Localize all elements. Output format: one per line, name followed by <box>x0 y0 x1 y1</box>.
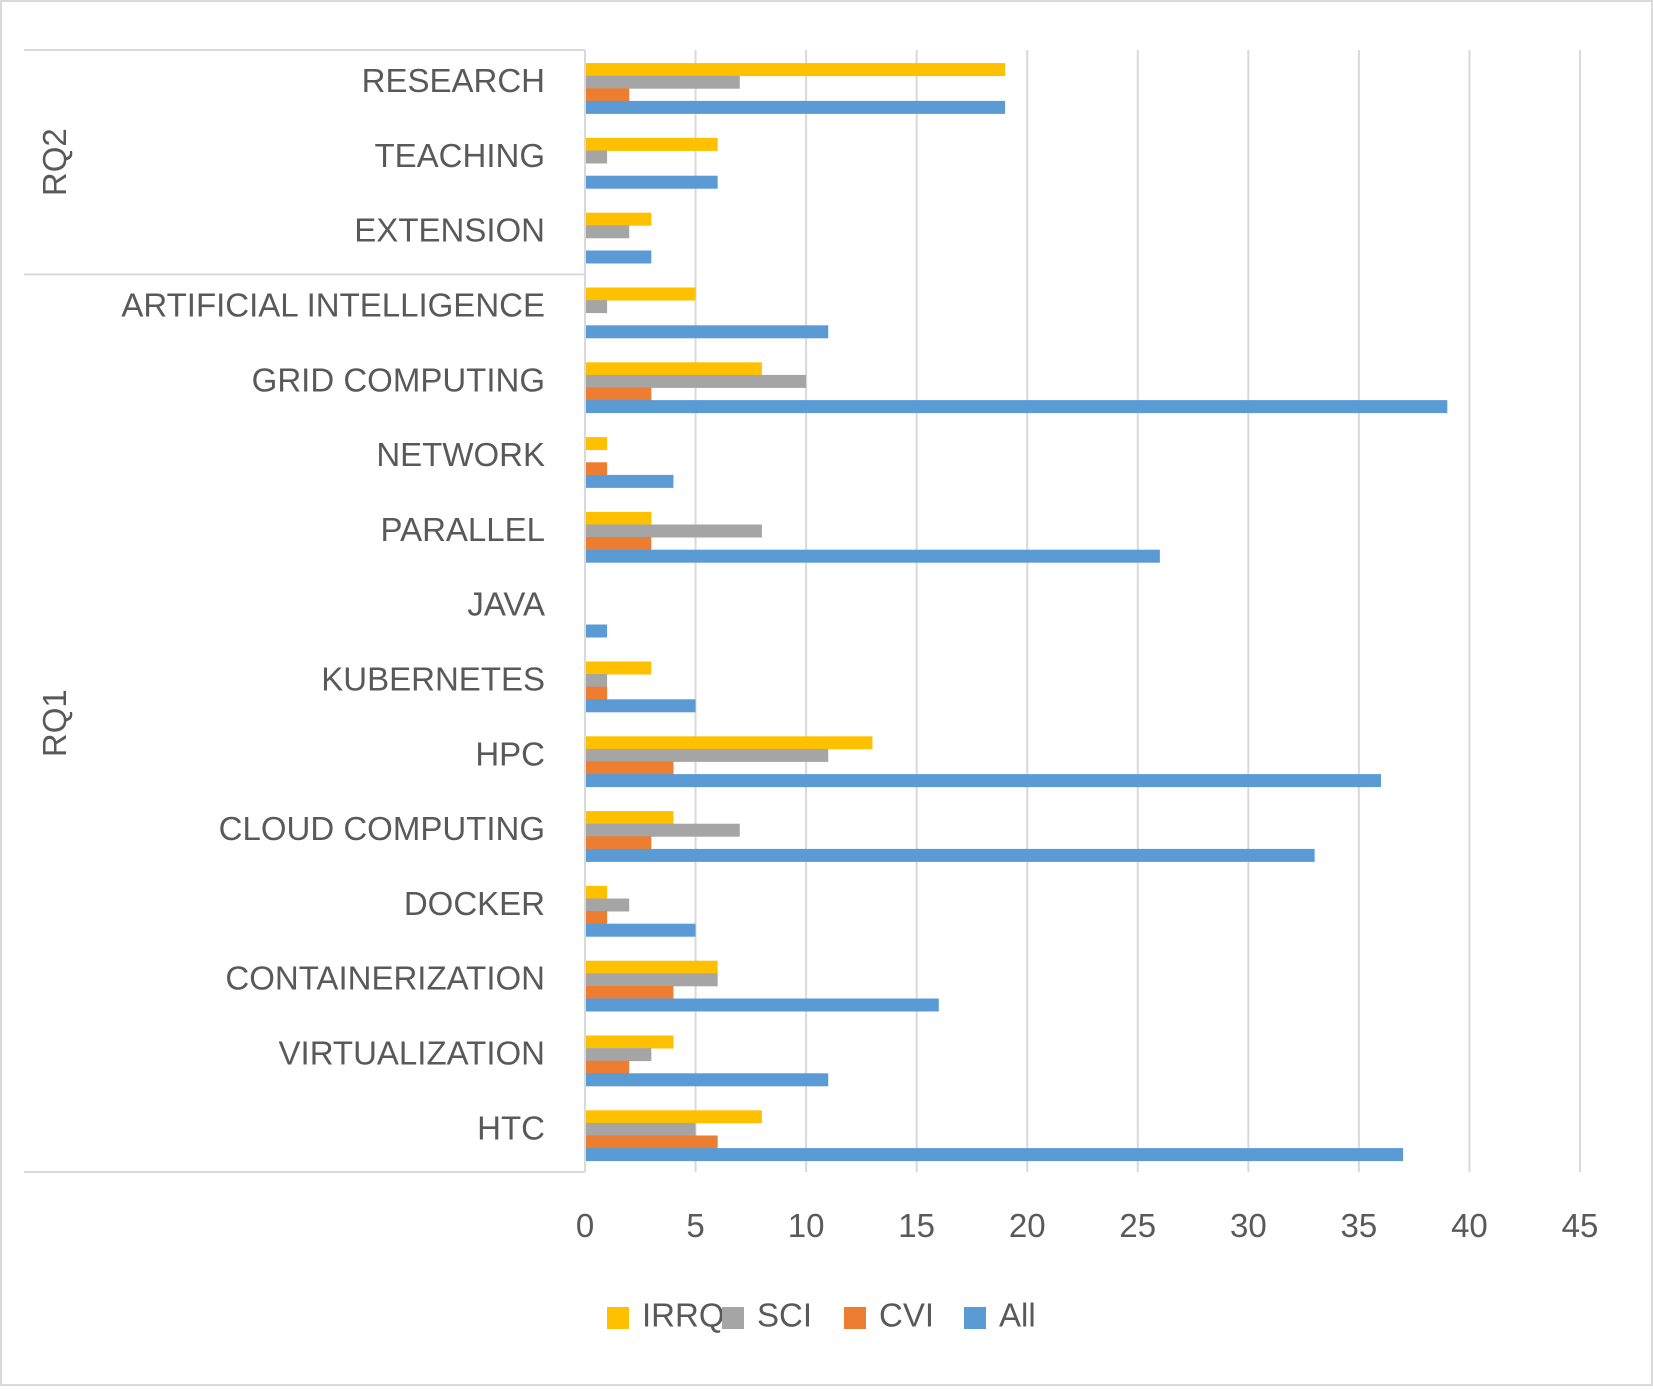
legend-label-all: All <box>999 1297 1036 1334</box>
bar-cvi-cloud-computing <box>586 836 652 850</box>
bar-irrq-kubernetes <box>586 661 652 675</box>
bar-all-artificial-intelligence <box>586 325 829 339</box>
category-labels: RQ2 RQ1 RESEARCH TEACHING EXTENSION ARTIFICIA… <box>36 62 545 1146</box>
bar-cvi-docker <box>586 911 608 925</box>
bar-irrq-artificial-intelligence <box>586 287 696 301</box>
category-label-docker: DOCKER <box>404 885 545 922</box>
x-tick-label-10: 10 <box>788 1207 825 1244</box>
bar-sci-hpc <box>586 748 829 762</box>
bar-all-containerization <box>586 998 939 1012</box>
bar-cvi-virtualization <box>586 1060 630 1074</box>
x-tick-label-30: 30 <box>1230 1207 1267 1244</box>
legend-swatch-sci <box>722 1307 744 1329</box>
bar-cvi-parallel <box>586 537 652 551</box>
bar-all-htc <box>586 1148 1404 1162</box>
legend-swatch-cvi <box>844 1307 866 1329</box>
bar-cvi-htc <box>586 1135 718 1149</box>
bar-irrq-virtualization <box>586 1035 674 1049</box>
bar-irrq-containerization <box>586 960 718 974</box>
x-tick-label-40: 40 <box>1451 1207 1488 1244</box>
bar-sci-docker <box>586 898 630 912</box>
category-label-cloud-computing: CLOUD COMPUTING <box>219 810 545 847</box>
bar-cvi-research <box>586 88 630 102</box>
bar-sci-htc <box>586 1122 696 1136</box>
bar-all-teaching <box>586 175 718 189</box>
bar-all-virtualization <box>586 1073 829 1087</box>
category-label-artificial-intelligence: ARTIFICIAL INTELLIGENCE <box>121 287 545 324</box>
category-label-teaching: TEACHING <box>374 137 545 174</box>
category-label-parallel: PARALLEL <box>381 511 545 548</box>
bar-irrq-cloud-computing <box>586 811 674 825</box>
bar-sci-containerization <box>586 973 718 987</box>
category-label-extension: EXTENSION <box>354 212 545 249</box>
x-tick-label-25: 25 <box>1119 1207 1156 1244</box>
bar-irrq-parallel <box>586 511 652 525</box>
bar-sci-parallel <box>586 524 762 538</box>
bar-irrq-hpc <box>586 736 873 750</box>
bar-all-java <box>586 624 608 638</box>
bar-sci-artificial-intelligence <box>586 300 608 314</box>
bar-sci-teaching <box>586 150 608 164</box>
category-label-grid-computing: GRID COMPUTING <box>252 361 545 398</box>
bar-irrq-docker <box>586 885 608 899</box>
bar-cvi-network <box>586 462 608 476</box>
bar-irrq-research <box>586 63 1006 77</box>
category-label-research: RESEARCH <box>362 62 545 99</box>
bar-sci-grid-computing <box>586 374 807 388</box>
category-label-virtualization: VIRTUALIZATION <box>279 1035 545 1072</box>
gridlines <box>694 50 1581 1172</box>
bar-irrq-grid-computing <box>586 362 762 376</box>
legend: IRRQ SCI CVI All <box>607 1297 1036 1334</box>
bar-sci-kubernetes <box>586 674 608 688</box>
bar-irrq-htc <box>586 1110 762 1124</box>
legend-swatch-irrq <box>607 1307 629 1329</box>
bar-sci-virtualization <box>586 1048 652 1062</box>
bar-cvi-containerization <box>586 985 674 999</box>
category-label-containerization: CONTAINERIZATION <box>225 960 545 997</box>
bar-all-hpc <box>586 774 1381 788</box>
x-tick-label-15: 15 <box>898 1207 935 1244</box>
axes <box>24 49 586 1173</box>
bar-all-docker <box>586 923 696 937</box>
bar-cvi-kubernetes <box>586 686 608 700</box>
bars <box>586 63 1448 1162</box>
bar-sci-extension <box>586 225 630 239</box>
bar-all-extension <box>586 250 652 264</box>
legend-label-cvi: CVI <box>879 1297 934 1334</box>
bar-all-research <box>586 100 1006 114</box>
legend-label-sci: SCI <box>757 1297 812 1334</box>
x-tick-label-20: 20 <box>1009 1207 1046 1244</box>
bar-all-kubernetes <box>586 699 696 713</box>
bar-cvi-grid-computing <box>586 387 652 401</box>
group-label-rq1: RQ1 <box>36 689 73 757</box>
bar-all-grid-computing <box>586 400 1448 414</box>
x-tick-labels: 0 5 10 15 20 25 30 35 40 45 <box>576 1207 1599 1244</box>
category-label-kubernetes: KUBERNETES <box>321 661 545 698</box>
bar-irrq-teaching <box>586 137 718 151</box>
category-label-java: JAVA <box>467 586 545 623</box>
bar-sci-research <box>586 75 740 89</box>
x-tick-label-0: 0 <box>576 1207 594 1244</box>
bar-irrq-extension <box>586 212 652 226</box>
bar-irrq-network <box>586 437 608 451</box>
x-tick-label-5: 5 <box>686 1207 704 1244</box>
bar-all-parallel <box>586 549 1160 563</box>
bar-sci-cloud-computing <box>586 823 740 837</box>
bar-all-network <box>586 474 674 488</box>
category-label-hpc: HPC <box>475 735 545 772</box>
category-label-htc: HTC <box>477 1109 545 1146</box>
legend-swatch-all <box>964 1307 986 1329</box>
category-label-network: NETWORK <box>376 436 545 473</box>
group-label-rq2: RQ2 <box>36 128 73 196</box>
legend-label-irrq: IRRQ <box>642 1297 725 1334</box>
bar-all-cloud-computing <box>586 848 1315 862</box>
x-tick-label-45: 45 <box>1562 1207 1599 1244</box>
x-tick-label-35: 35 <box>1341 1207 1378 1244</box>
bar-cvi-hpc <box>586 761 674 775</box>
